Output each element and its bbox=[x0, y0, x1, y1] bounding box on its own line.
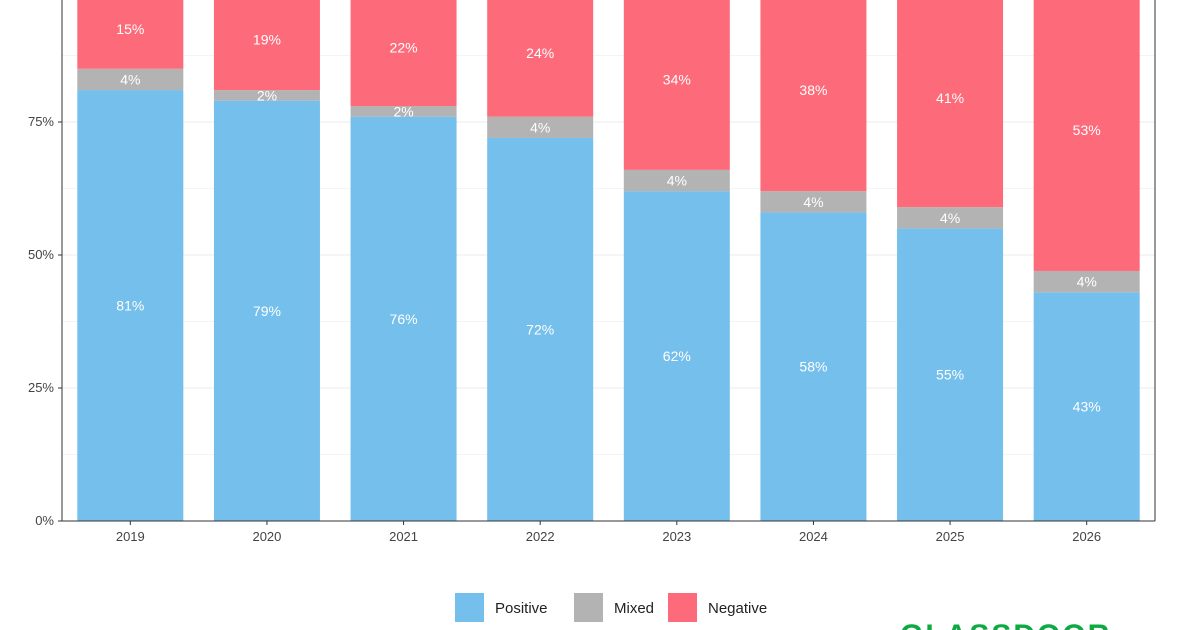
bar-mixed-2025 bbox=[897, 207, 1004, 229]
bar-mixed-2021 bbox=[350, 106, 457, 117]
legend-swatch-mixed bbox=[574, 593, 603, 622]
bar-negative-2024 bbox=[760, 0, 867, 192]
bar-label-positive-2025: 55% bbox=[936, 367, 964, 383]
bar-label-mixed-2025: 4% bbox=[940, 210, 960, 226]
bar-label-mixed-2022: 4% bbox=[530, 119, 550, 135]
axes: 0% 25% 50% 75% 2019 2020 2021 2022 2023 2024 2025 2… bbox=[28, 0, 1156, 544]
bar-negative-2021 bbox=[350, 0, 457, 107]
bar-positive-2024 bbox=[760, 212, 867, 521]
bar-label-positive-2020: 79% bbox=[253, 303, 281, 319]
x-tick-label: 2024 bbox=[799, 529, 828, 544]
bar-label-mixed-2019: 4% bbox=[120, 71, 140, 87]
x-tick-label: 2020 bbox=[252, 529, 281, 544]
glassdoor-logo-watermark: GLASSDOOR bbox=[900, 619, 1111, 630]
bar-mixed-2020 bbox=[213, 90, 320, 101]
bar-mixed-2019 bbox=[77, 68, 184, 91]
legend-label-negative: Negative bbox=[708, 600, 767, 617]
bar-label-negative-2025: 41% bbox=[936, 90, 964, 106]
bar-negative-2020 bbox=[213, 0, 320, 91]
bars bbox=[77, 0, 1140, 522]
bar-positive-2020 bbox=[213, 100, 320, 521]
bar-mixed-2023 bbox=[623, 169, 730, 192]
x-tick-label: 2021 bbox=[389, 529, 418, 544]
bar-label-positive-2023: 62% bbox=[663, 348, 691, 364]
legend: Positive Mixed Negative bbox=[455, 593, 767, 622]
bar-label-mixed-2020: 2% bbox=[257, 87, 277, 103]
bar-label-positive-2022: 72% bbox=[526, 321, 554, 337]
x-tick-label: 2026 bbox=[1072, 529, 1101, 544]
bar-label-positive-2026: 43% bbox=[1073, 399, 1101, 415]
bar-positive-2026 bbox=[1033, 292, 1140, 521]
bar-mixed-2022 bbox=[487, 116, 594, 138]
bar-mixed-2026 bbox=[1033, 270, 1140, 293]
bar-label-positive-2021: 76% bbox=[390, 311, 418, 327]
x-tick-label: 2025 bbox=[936, 529, 965, 544]
bar-positive-2021 bbox=[350, 116, 457, 522]
bar-positive-2025 bbox=[897, 228, 1004, 521]
bar-negative-2026 bbox=[1033, 0, 1140, 271]
bar-label-negative-2023: 34% bbox=[663, 71, 691, 87]
bar-label-negative-2026: 53% bbox=[1073, 122, 1101, 138]
legend-swatch-positive bbox=[455, 593, 484, 622]
bar-negative-2025 bbox=[897, 0, 1004, 208]
bar-negative-2022 bbox=[487, 0, 594, 117]
x-tick-label: 2022 bbox=[526, 529, 555, 544]
bar-label-negative-2024: 38% bbox=[799, 82, 827, 98]
legend-swatch-negative bbox=[668, 593, 697, 622]
bar-positive-2023 bbox=[623, 191, 730, 521]
y-tick-label: 0% bbox=[35, 513, 54, 528]
bar-labels: 81% 4% 15% 79% 2% 19% 76% 2% 22% 72% 4% 24% 62% 4% 34%… bbox=[116, 21, 1100, 415]
bar-label-negative-2022: 24% bbox=[526, 45, 554, 61]
y-tick-label: 75% bbox=[28, 114, 54, 129]
bar-label-negative-2021: 22% bbox=[390, 40, 418, 56]
bar-mixed-2024 bbox=[760, 191, 867, 213]
bar-positive-2019 bbox=[77, 90, 184, 521]
bar-label-mixed-2023: 4% bbox=[667, 173, 687, 189]
x-tick-label: 2019 bbox=[116, 529, 145, 544]
legend-label-mixed: Mixed bbox=[614, 600, 654, 617]
bar-label-mixed-2021: 2% bbox=[393, 103, 413, 119]
bar-label-mixed-2026: 4% bbox=[1077, 274, 1097, 290]
bar-label-negative-2019: 15% bbox=[116, 21, 144, 37]
bar-label-negative-2020: 19% bbox=[253, 32, 281, 48]
bar-negative-2019 bbox=[77, 0, 184, 69]
x-tick-label: 2023 bbox=[662, 529, 691, 544]
y-tick-label: 25% bbox=[28, 380, 54, 395]
y-tick-label: 50% bbox=[28, 247, 54, 262]
bar-positive-2022 bbox=[487, 137, 594, 521]
bar-negative-2023 bbox=[623, 0, 730, 170]
bar-label-mixed-2024: 4% bbox=[803, 194, 823, 210]
bar-label-positive-2019: 81% bbox=[116, 298, 144, 314]
bar-label-positive-2024: 58% bbox=[799, 359, 827, 375]
legend-label-positive: Positive bbox=[495, 600, 548, 617]
